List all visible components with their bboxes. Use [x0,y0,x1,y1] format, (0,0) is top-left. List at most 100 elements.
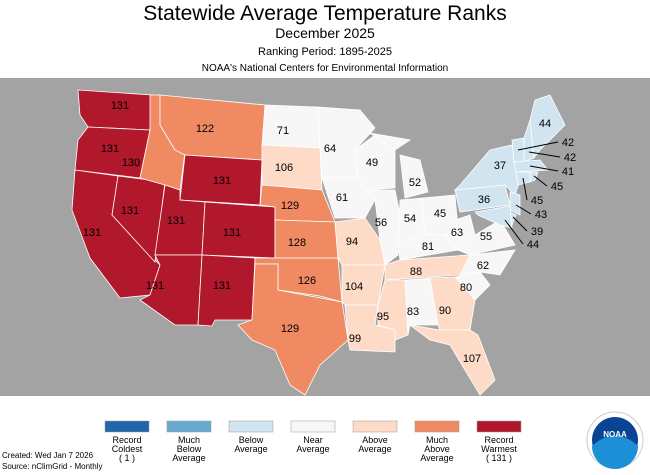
subtitle: December 2025 [275,25,375,41]
legend-swatch [414,420,460,433]
state-rank: 131 [213,175,231,187]
created: Created: Wed Jan 7 2026 [2,451,94,460]
title: Statewide Average Temperature Ranks [143,2,506,25]
state-rank: 63 [451,227,463,239]
logo: NOAA [586,411,644,469]
state-rank: 54 [404,213,416,225]
state-rank: 45 [434,208,446,220]
state-rank: 43 [535,209,547,221]
legend-label: Average [358,444,391,454]
state-rank: 83 [407,306,419,318]
state-rank: 37 [494,160,506,172]
legend-swatch [104,420,150,433]
legend-swatch [476,420,522,433]
state-rank: 64 [324,143,336,155]
legend-label: Above [424,444,450,454]
source: Source: nClimGrid - Monthly [2,462,102,471]
state-rank: 94 [346,236,358,248]
state [529,94,566,160]
state [369,132,429,199]
state [444,214,476,251]
state [454,271,491,301]
state-rank: 131 [121,205,139,217]
state-rank: 131 [167,215,185,227]
legend-label: Above [362,435,388,445]
legend-label: ( 1 ) [119,453,135,463]
state-rank: 88 [410,266,422,278]
state-rank: 131 [146,280,164,292]
legend-label: Average [234,444,267,454]
legend-label: Below [239,435,264,445]
leader-line [517,141,559,151]
state-rank: 107 [463,353,481,365]
state [364,189,401,266]
legend-label: Much [426,435,448,445]
state-rank: 106 [275,162,293,174]
state-rank: 49 [366,157,378,169]
state-rank: 131 [223,227,241,239]
legend-label: Much [178,435,200,445]
logo-wave [592,435,638,469]
state-rank: 41 [562,166,574,178]
logo-text: NOAA [603,430,627,439]
state-rank: 39 [531,226,543,238]
state [453,144,521,196]
legend-label: Below [177,444,202,454]
state [509,191,521,216]
legend-label: Average [296,444,329,454]
state-rank: 42 [564,152,576,164]
state-rank: 99 [349,333,361,345]
legend-label: Average [172,453,205,463]
legend-swatch [352,420,398,433]
state-rank: 131 [213,280,231,292]
state-rank: 131 [111,100,129,112]
leader-line [529,165,559,172]
state-rank: 62 [477,260,489,272]
leader-line [528,151,561,158]
legend-swatch [166,420,212,433]
state-rank: 55 [480,231,492,243]
state-rank: 52 [409,177,421,189]
state [459,249,516,276]
legend-swatch [228,420,274,433]
leader-line [512,216,528,232]
state-rank: 44 [539,118,551,130]
state-rank: 36 [478,194,490,206]
leader-line [504,219,524,245]
leader-line [533,175,548,187]
legend-label: Near [303,435,323,445]
state-rank: 56 [375,217,387,229]
state-rank: 129 [281,200,299,212]
legend-label: ( 131 ) [486,453,512,463]
state-rank: 45 [551,181,563,193]
state-rank: 90 [439,305,451,317]
legend-swatch [290,420,336,433]
state-rank: 95 [377,311,389,323]
state-rank: 126 [298,275,316,287]
state-rank: 71 [277,125,289,137]
state-rank: 104 [345,281,363,293]
legend-label: Record [112,435,141,445]
state-rank: 122 [196,123,214,135]
state [274,219,339,259]
state [474,205,513,229]
leader-line [522,177,528,201]
states [71,89,566,396]
legend-label: Record [484,435,513,445]
state [344,304,396,353]
period: Ranking Period: 1895-2025 [258,46,392,58]
state [404,277,439,336]
state [261,104,321,149]
source-org: NOAA's National Centers for Environmenta… [202,63,448,74]
state-rank: 42 [562,137,574,149]
state-rank: 130 [122,157,140,169]
legend-label: Coldest [112,444,143,454]
state [74,126,151,179]
state [237,263,349,396]
leader-line [515,204,532,215]
state-rank: 81 [422,241,434,253]
state-rank: 129 [281,323,299,335]
